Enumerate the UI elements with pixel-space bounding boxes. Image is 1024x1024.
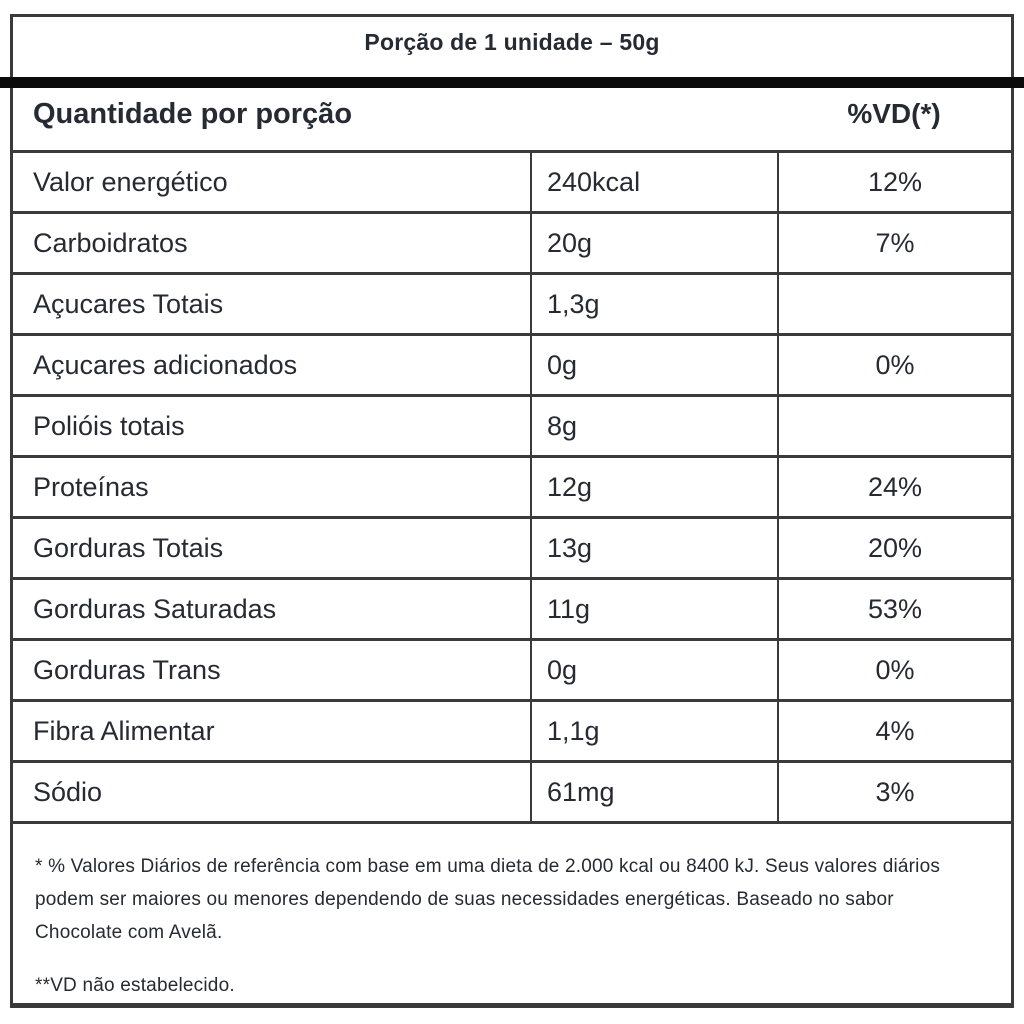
table-row: Gorduras Trans 0g 0% — [13, 638, 1011, 700]
nutrient-name: Fibra Alimentar — [33, 715, 215, 746]
footnotes: * % Valores Diários de referência com ba… — [13, 821, 1011, 1003]
table-row: Valor energético 240kcal 12% — [13, 150, 1011, 212]
table-row: Proteínas 12g 24% — [13, 455, 1011, 517]
nutrient-amount: 11g — [530, 580, 777, 639]
nutrient-name: Gorduras Trans — [33, 654, 221, 685]
nutrient-amount: 0g — [530, 336, 777, 395]
nutrient-name: Proteínas — [33, 471, 149, 502]
nutrient-dv — [777, 397, 1011, 456]
nutrient-name: Açucares Totais — [33, 288, 224, 319]
table-row: Açucares adicionados 0g 0% — [13, 333, 1011, 395]
nutrient-amount: 20g — [530, 214, 777, 273]
amount-per-serving-header: Quantidade por porção — [33, 97, 353, 130]
nutrient-name: Açucares adicionados — [33, 349, 298, 380]
column-header-row: Quantidade por porção %VD(*) — [13, 78, 1011, 151]
vd-not-established-footnote: **VD não estabelecido. — [35, 975, 235, 997]
thick-divider-bar — [0, 77, 1024, 88]
nutrient-name: Polióis totais — [33, 410, 185, 441]
daily-value-header: %VD(*) — [847, 98, 941, 129]
nutrient-name: Carboidratos — [33, 227, 188, 258]
table-row: Fibra Alimentar 1,1g 4% — [13, 699, 1011, 761]
nutrient-amount: 0g — [530, 641, 777, 700]
nutrient-amount: 12g — [530, 458, 777, 517]
nutrient-dv: 7% — [777, 214, 1011, 273]
nutrient-dv: 53% — [777, 580, 1011, 639]
nutrient-dv — [777, 275, 1011, 334]
nutrient-amount: 240kcal — [530, 153, 777, 212]
nutrient-name: Gorduras Saturadas — [33, 593, 277, 624]
nutrient-dv: 24% — [777, 458, 1011, 517]
nutrient-dv: 0% — [777, 336, 1011, 395]
table-row: Polióis totais 8g — [13, 394, 1011, 456]
label-box: Porção de 1 unidade – 50g Quantidade por… — [10, 14, 1014, 1008]
nutrient-name: Valor energético — [33, 166, 228, 197]
nutrient-amount: 1,1g — [530, 702, 777, 761]
daily-values-footnote: * % Valores Diários de referência com ba… — [35, 856, 941, 943]
serving-header: Porção de 1 unidade – 50g — [364, 29, 660, 56]
nutrient-dv: 0% — [777, 641, 1011, 700]
nutrient-dv: 4% — [777, 702, 1011, 761]
nutrient-name: Gorduras Totais — [33, 532, 224, 563]
nutrient-amount: 13g — [530, 519, 777, 578]
table-row: Gorduras Saturadas 11g 53% — [13, 577, 1011, 639]
table-row: Açucares Totais 1,3g — [13, 272, 1011, 334]
table-row: Gorduras Totais 13g 20% — [13, 516, 1011, 578]
nutrient-amount: 61mg — [530, 763, 777, 822]
nutrient-amount: 1,3g — [530, 275, 777, 334]
nutrient-name: Sódio — [33, 776, 103, 807]
table-row: Sódio 61mg 3% — [13, 760, 1011, 822]
nutrient-table: Valor energético 240kcal 12% Carboidrato… — [13, 150, 1011, 822]
nutrient-dv: 20% — [777, 519, 1011, 578]
nutrient-amount: 8g — [530, 397, 777, 456]
nutrient-dv: 12% — [777, 153, 1011, 212]
nutrient-dv: 3% — [777, 763, 1011, 822]
table-row: Carboidratos 20g 7% — [13, 211, 1011, 273]
